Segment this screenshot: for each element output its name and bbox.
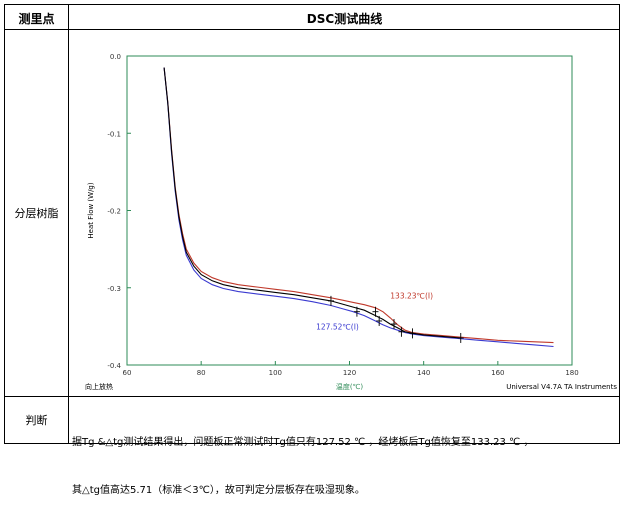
judgement-line-1: 据Tg &△tg测试结果得出，问题板正常测试时Tg值只有127.52 ℃ ，经烤… <box>72 437 534 448</box>
x-tick-label: 60 <box>123 369 132 377</box>
y-axis-label: Heat Flow (W/g) <box>87 182 95 238</box>
corner-note-left: 向上放热 <box>85 382 113 391</box>
report-table: 测里点 DSC测试曲线 分层树脂 判断 据Tg &△tg测试结果得出，问题板正常… <box>4 4 620 496</box>
x-tick-label: 120 <box>343 369 356 377</box>
judgement-line-2: 其△tg值高达5.71（标准＜3℃），故可判定分层板存在吸湿现象。 <box>72 485 365 496</box>
x-tick-label: 100 <box>269 369 282 377</box>
y-tick-label: -0.4 <box>107 362 121 370</box>
table-column-rule <box>68 5 69 443</box>
table-rule <box>5 29 619 30</box>
series-line-blue <box>163 67 554 348</box>
x-axis-label: 温度(℃) <box>336 382 364 391</box>
judgement-text: 据Tg &△tg测试结果得出，问题板正常测试时Tg值只有127.52 ℃ ，经烤… <box>72 403 618 531</box>
y-tick-label: 0.0 <box>110 53 121 61</box>
dsc-chart: 0.0 -0.1 -0.2 -0.3 -0.460 80 100 120 140 160 180 H… <box>85 53 617 391</box>
y-tick-label: -0.3 <box>107 285 121 293</box>
row-label-layered-resin: 分层树脂 <box>14 207 59 220</box>
y-tick-label: -0.2 <box>107 208 121 216</box>
corner-note-right: Universal V4.7A TA Instruments <box>506 383 617 391</box>
tg-annotation-red: 133.23℃(I) <box>390 292 433 301</box>
x-tick-label: 160 <box>491 369 504 377</box>
row-label-judgement: 判断 <box>25 414 48 427</box>
series-line-red <box>163 67 554 344</box>
plot-frame <box>126 55 573 366</box>
x-tick-label: 140 <box>417 369 430 377</box>
header-dsc-curve: DSC测试曲线 <box>306 12 383 26</box>
tg-annotation-blue: 127.52℃(I) <box>316 322 359 331</box>
x-tick-label: 80 <box>197 369 206 377</box>
series-line-black <box>163 67 461 339</box>
x-tick-label: 180 <box>565 369 578 377</box>
y-tick-label: -0.1 <box>107 130 121 138</box>
table-rule <box>5 396 619 397</box>
header-measure-point: 测里点 <box>18 12 55 26</box>
